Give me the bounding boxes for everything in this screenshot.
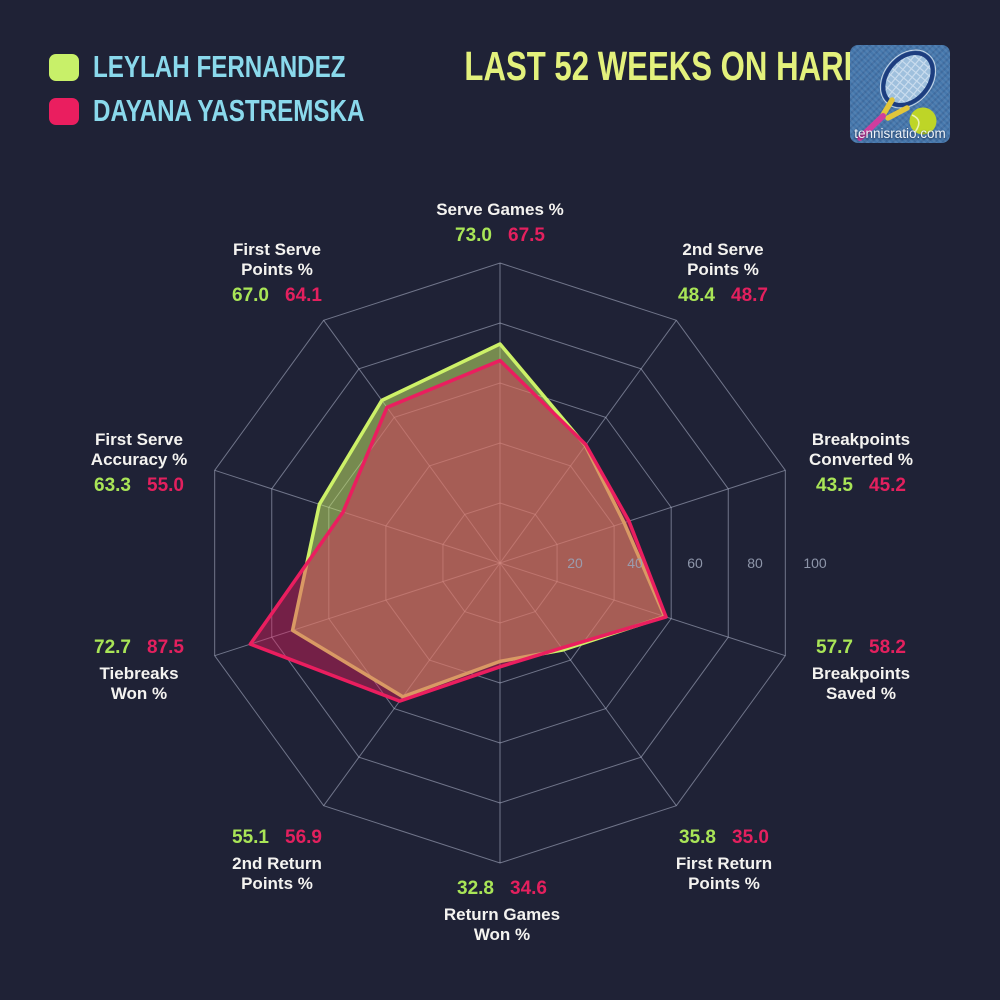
- axis-tiebreaks-won: Tiebreaks Won % 72.7 87.5: [9, 637, 269, 704]
- fernandez-color-swatch: [49, 53, 79, 81]
- radial-tick-label: 60: [687, 555, 703, 571]
- axis-label: First Return Points %: [675, 854, 773, 893]
- page-title: LAST 52 WEEKS ON HARD: [345, 43, 985, 89]
- axis-values: 72.7 87.5: [94, 637, 184, 658]
- axis-values: 73.0 67.5: [455, 225, 545, 246]
- axis-serve-games: Serve Games % 73.0 67.5: [370, 200, 630, 247]
- axis-values: 63.3 55.0: [94, 475, 184, 496]
- axis-first-serve-accuracy: First Serve Accuracy % 63.3 55.0: [9, 430, 269, 497]
- fernandez-name: LEYLAH FERNANDEZ: [93, 49, 346, 84]
- axis-values: 57.7 58.2: [816, 637, 906, 658]
- axis-breakpoints-saved: Breakpoints Saved % 57.7 58.2: [731, 637, 991, 704]
- axis-label: Tiebreaks Won %: [99, 664, 179, 703]
- axis-label: Breakpoints Converted %: [809, 430, 913, 469]
- axis-breakpoints-converted: Breakpoints Converted % 43.5 45.2: [731, 430, 991, 497]
- radial-tick-label: 80: [747, 555, 763, 571]
- legend-item-yastremska: DAYANA YASTREMSKA: [49, 93, 441, 128]
- yastremska-name: DAYANA YASTREMSKA: [93, 93, 365, 128]
- axis-label: 2nd Serve Points %: [682, 240, 764, 279]
- logo-text: tennisratio.com: [854, 126, 946, 141]
- tennis-racket-icon: [857, 46, 940, 141]
- axis-values: 32.8 34.6: [457, 878, 547, 899]
- tennisratio-logo: tennisratio.com: [850, 45, 950, 143]
- series-area-dayana-yastremska: [248, 358, 668, 703]
- radial-tick-label: 20: [567, 555, 583, 571]
- radial-tick-label: 100: [803, 555, 827, 571]
- legend-item-fernandez: LEYLAH FERNANDEZ: [49, 49, 441, 84]
- page-title-text: LAST 52 WEEKS ON HARD: [464, 43, 866, 89]
- axis-2nd-serve-points: 2nd Serve Points % 48.4 48.7: [593, 240, 853, 307]
- axis-first-serve-points: First Serve Points % 67.0 64.1: [147, 240, 407, 307]
- axis-values: 55.1 56.9: [232, 827, 322, 848]
- axis-return-games-won: Return Games Won % 32.8 34.6: [372, 878, 632, 945]
- radial-tick-label: 40: [627, 555, 643, 571]
- axis-label: 2nd Return Points %: [232, 854, 322, 893]
- axis-values: 48.4 48.7: [678, 285, 768, 306]
- yastremska-color-swatch: [49, 97, 79, 125]
- axis-first-return-points: First Return Points % 35.8 35.0: [594, 827, 854, 894]
- axis-values: 67.0 64.1: [232, 285, 322, 306]
- axis-label: Serve Games %: [436, 200, 564, 219]
- axis-label: First Serve Accuracy %: [90, 430, 188, 469]
- axis-label: Breakpoints Saved %: [811, 664, 911, 703]
- tennis-ball-icon: [909, 107, 937, 135]
- axis-2nd-return-points: 2nd Return Points % 55.1 56.9: [147, 827, 407, 894]
- axis-label: Return Games Won %: [443, 905, 561, 944]
- axis-values: 35.8 35.0: [679, 827, 769, 848]
- axis-label: First Serve Points %: [233, 240, 321, 279]
- axis-values: 43.5 45.2: [816, 475, 906, 496]
- legend: LEYLAH FERNANDEZ DAYANA YASTREMSKA: [49, 49, 441, 140]
